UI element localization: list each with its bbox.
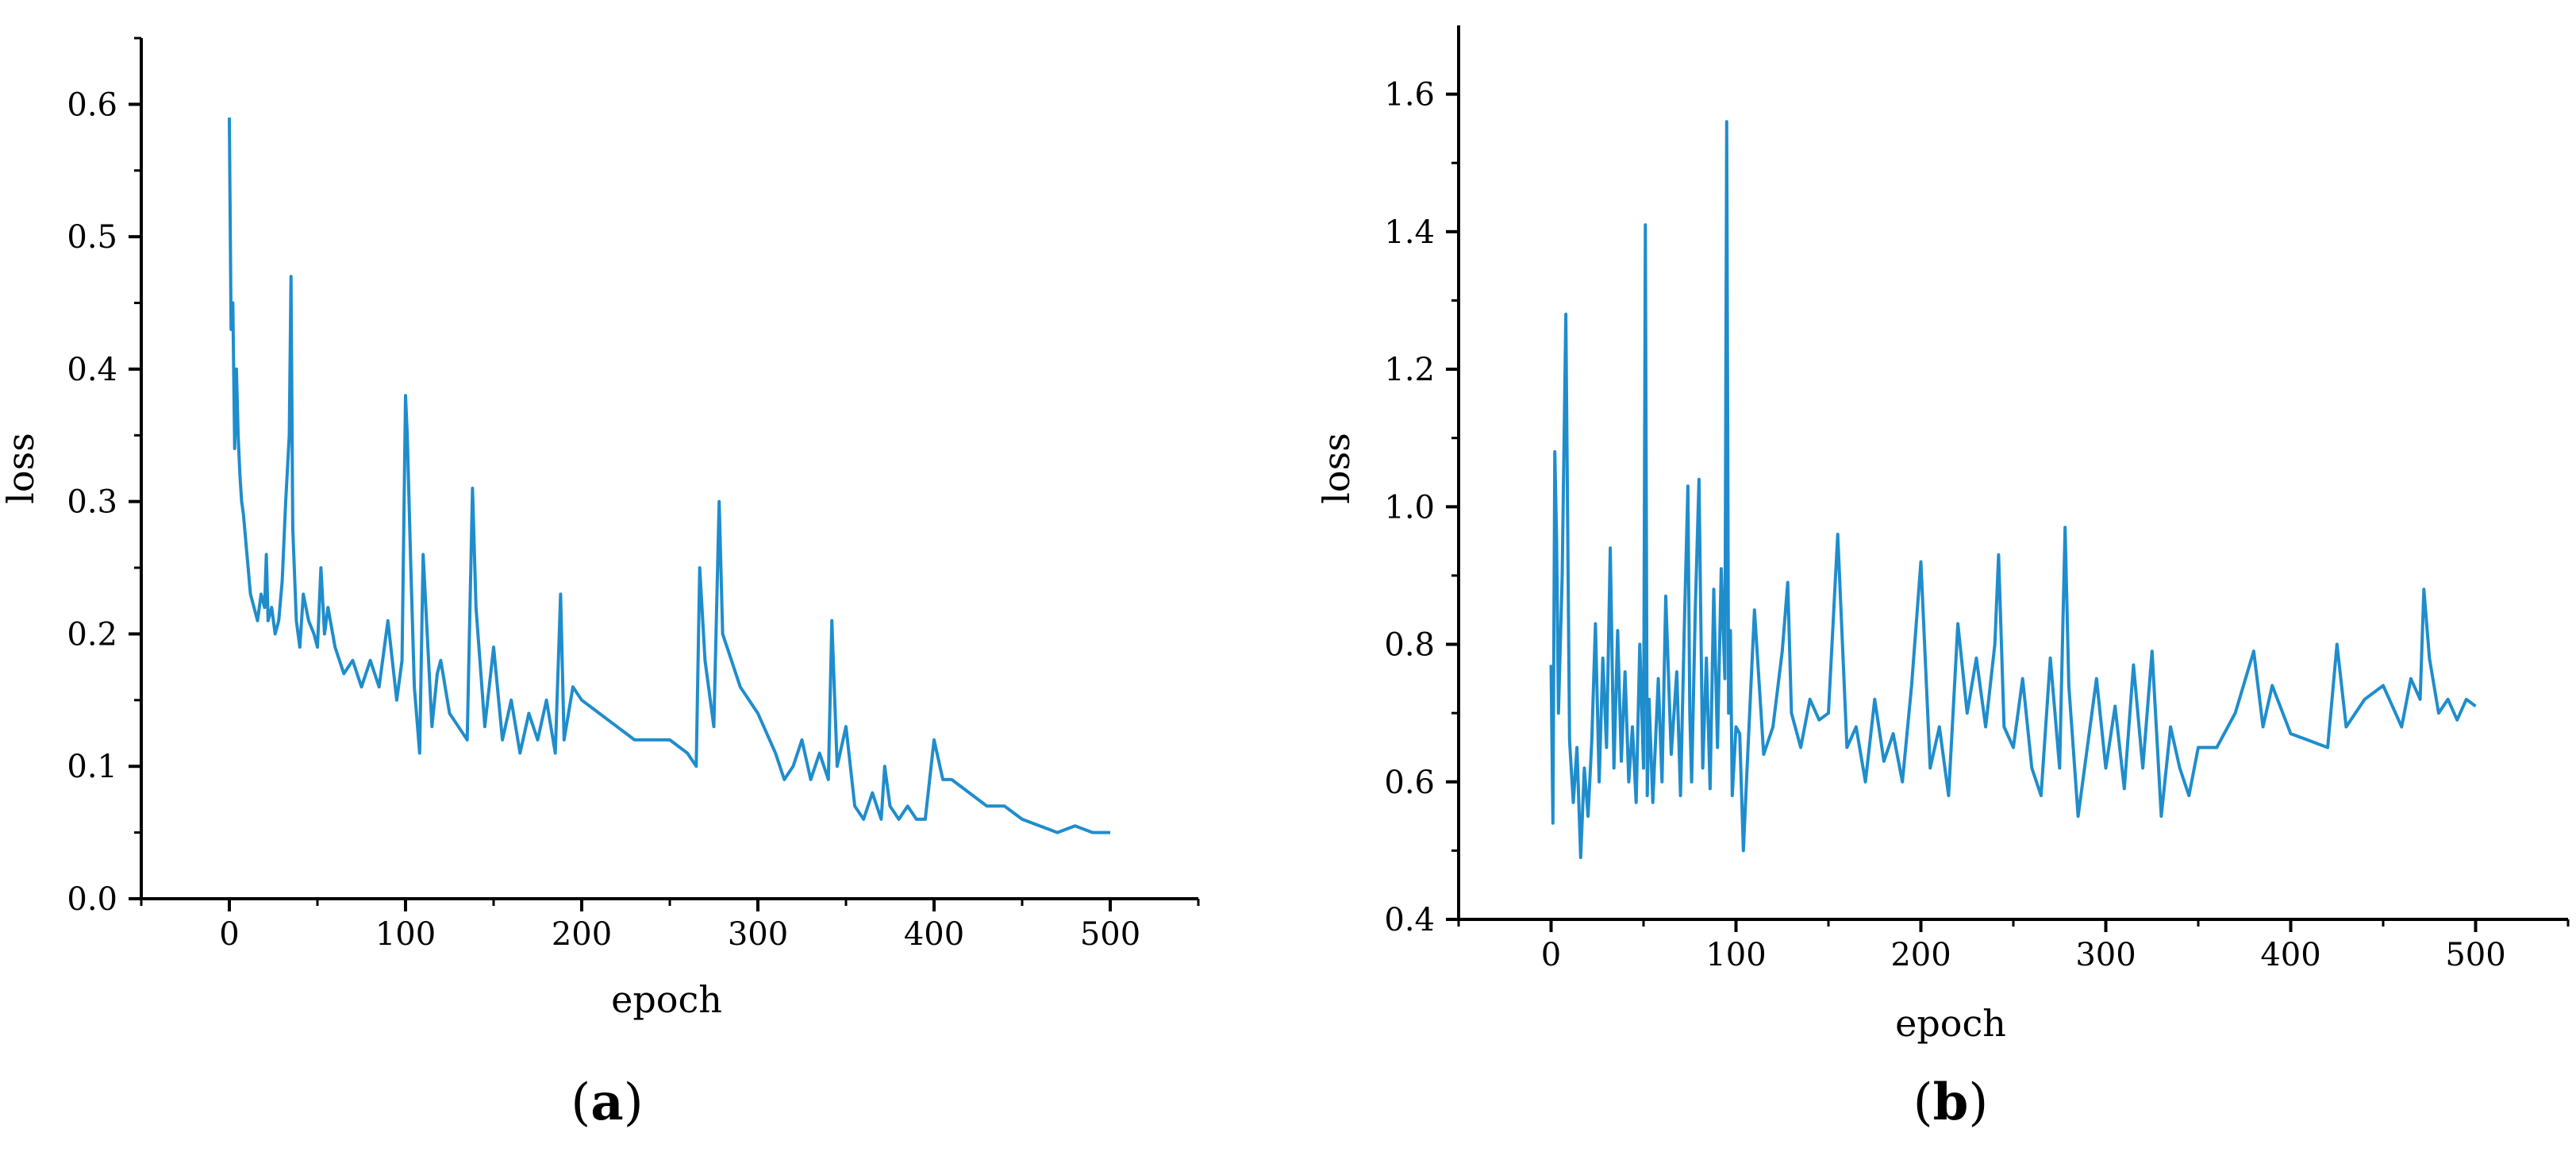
panel-a-x-tick-label: 0 [219, 916, 239, 953]
panel-a-x-tick-label: 200 [552, 916, 612, 953]
panel-a-x-tick-label: 100 [375, 916, 436, 953]
panel-a-y-tick-label: 0.6 [67, 87, 117, 123]
panel-a-ylabel: loss [0, 433, 42, 504]
panel-b-x-tick-label: 0 [1541, 937, 1561, 973]
panel-b: loss epoch (b) 0.4 0.6 0.8 1.0 1.2 1.4 1.6 0 100… [1315, 25, 2570, 1132]
panel-a-y-tick-label: 0.2 [67, 616, 117, 653]
panel-a-y-tick-label: 0.1 [67, 749, 117, 785]
panel-b-label-letter: b [1933, 1073, 1969, 1132]
panel-a-y-tick-label: 0.0 [67, 881, 117, 918]
panel-a-xlabel: epoch [611, 978, 722, 1021]
panel-a: loss epoch (a) 0.0 0.1 0.2 0.3 0.4 0.5 0.6 0 100… [0, 37, 1200, 1132]
panel-b-x-tick-label: 400 [2260, 937, 2320, 973]
panel-b-x-tick-label: 100 [1705, 937, 1766, 973]
panel-b-loss-line [1549, 120, 2477, 859]
panel-a-x-tick-label: 500 [1080, 916, 1140, 953]
panel-a-y-tick-label: 0.3 [67, 484, 117, 521]
panel-b-xlabel: epoch [1895, 1002, 2006, 1045]
panel-b-x-tick-label: 300 [2075, 937, 2136, 973]
panel-a-label: (a) [571, 1073, 643, 1132]
panel-b-y-tick-label: 0.6 [1384, 765, 1435, 801]
panel-b-y-tick-label: 1.0 [1384, 489, 1435, 526]
panel-b-x-tick-label: 200 [1890, 937, 1951, 973]
panel-b-label: (b) [1913, 1073, 1989, 1132]
panel-b-y-tick-label: 0.8 [1384, 627, 1435, 664]
panel-b-ylabel: loss [1315, 433, 1358, 504]
panel-a-loss-line [228, 118, 1110, 834]
panel-b-y-tick-label: 1.6 [1384, 77, 1435, 114]
panel-a-x-tick-label: 400 [904, 916, 964, 953]
panel-a-label-letter: a [590, 1073, 623, 1132]
panel-a-y-tick-label: 0.5 [67, 219, 117, 256]
panel-a-y-tick-label: 0.4 [67, 352, 117, 388]
panel-b-y-tick-label: 1.4 [1384, 214, 1435, 251]
panel-b-y-tick-label: 0.4 [1384, 902, 1435, 938]
panel-b-y-tick-label: 1.2 [1384, 352, 1435, 388]
panel-a-x-tick-label: 300 [728, 916, 788, 953]
panel-b-x-tick-label: 500 [2445, 937, 2505, 973]
